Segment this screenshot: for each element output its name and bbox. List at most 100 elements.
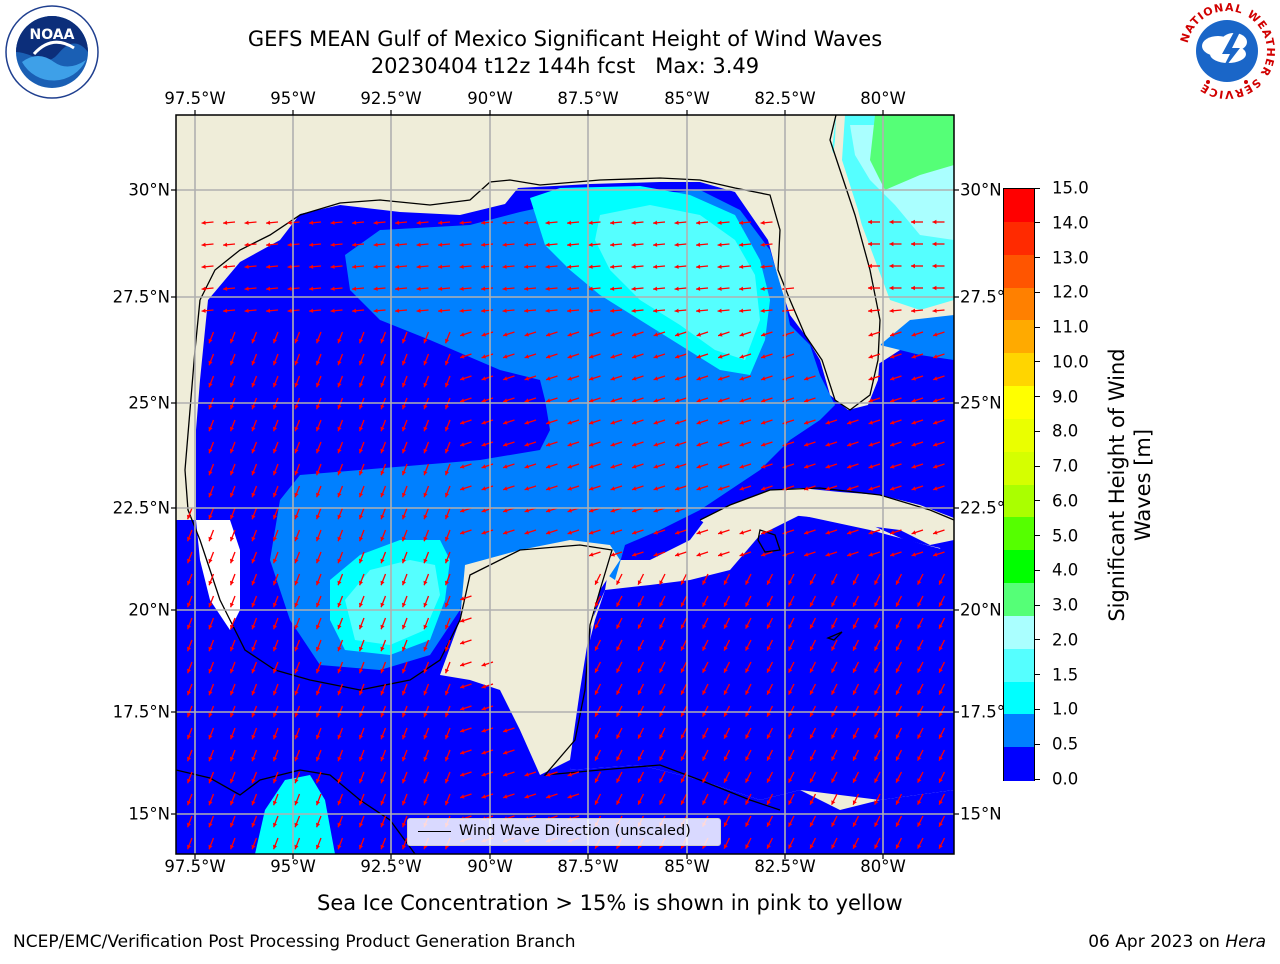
wave-direction-arrowhead: [294, 360, 299, 366]
wave-direction-arrow: [524, 529, 537, 535]
wave-direction-arrow: [674, 441, 687, 447]
wave-direction-arrowhead: [423, 624, 428, 630]
wave-direction-arrowhead: [718, 552, 723, 557]
wave-direction-arrowhead: [659, 800, 664, 805]
wave-direction-arrow: [186, 529, 193, 542]
wave-direction-arrow: [846, 551, 859, 557]
wave-direction-arrow: [330, 309, 343, 312]
wave-direction-arrowhead: [294, 778, 299, 784]
wave-direction-arrow: [208, 397, 215, 410]
colorbar-tick-label: 13.0: [1052, 248, 1089, 268]
wave-direction-arrow: [229, 529, 236, 542]
wave-direction-arrow: [309, 243, 322, 246]
wave-direction-arrowhead: [187, 536, 191, 542]
wave-direction-arrow: [373, 265, 386, 268]
wave-direction-arrow: [594, 683, 602, 695]
wave-direction-arrowhead: [402, 712, 406, 718]
wave-direction-arrow: [229, 639, 236, 652]
wave-direction-arrow: [702, 639, 709, 651]
wave-direction-arrowhead: [631, 308, 636, 313]
wave-direction-arrow: [444, 441, 451, 454]
wave-direction-arrowhead: [273, 338, 277, 344]
wave-direction-arrow: [208, 331, 215, 344]
wave-direction-arrow: [459, 727, 472, 733]
wave-direction-arrowhead: [208, 514, 213, 520]
wave-direction-arrow: [380, 749, 387, 762]
wave-direction-arrow: [272, 353, 279, 366]
wave-direction-arrow: [889, 309, 902, 312]
wave-direction-arrowhead: [588, 264, 593, 269]
lon-label-bottom: 92.5°W: [360, 857, 422, 876]
lon-label-bottom: 90°W: [467, 857, 513, 876]
wave-direction-arrowhead: [788, 646, 793, 651]
wave-direction-arrow: [917, 617, 924, 629]
wave-direction-arrowhead: [680, 646, 685, 651]
wave-direction-arrowhead: [316, 712, 320, 718]
wave-direction-arrow: [186, 507, 193, 520]
wave-direction-arrowhead: [653, 442, 658, 447]
wave-direction-arrowhead: [359, 492, 363, 498]
wave-direction-arrowhead: [702, 602, 707, 607]
wave-direction-arrow: [251, 837, 258, 850]
wave-direction-arrowhead: [809, 734, 814, 739]
wave-direction-arrow: [223, 287, 236, 290]
wave-direction-arrow: [358, 507, 365, 520]
wave-direction-arrow: [766, 705, 774, 717]
wave-direction-arrow: [932, 309, 945, 312]
wave-direction-arrowhead: [788, 844, 793, 849]
wave-direction-arrow: [337, 837, 344, 850]
wave-direction-arrow: [674, 353, 687, 359]
colorbar-cell: [1004, 583, 1034, 617]
wave-direction-arrowhead: [702, 646, 707, 651]
wave-direction-arrow: [337, 705, 344, 718]
wave-direction-arrowhead: [917, 778, 922, 783]
wave-direction-arrowhead: [244, 220, 249, 225]
wave-direction-arrow: [186, 683, 193, 696]
wave-direction-arrow: [395, 287, 408, 290]
wave-direction-arrow: [337, 749, 344, 762]
wave-direction-arrowhead: [852, 668, 857, 673]
wave-direction-arrowhead: [932, 308, 937, 313]
wave-direction-arrowhead: [459, 286, 464, 291]
wave-direction-arrowhead: [739, 486, 744, 491]
wave-direction-arrowhead: [287, 286, 292, 291]
colorbar-cell: [1004, 189, 1034, 223]
wave-direction-arrowhead: [402, 778, 406, 784]
wave-direction-arrowhead: [208, 558, 213, 564]
colorbar-tick-mark: [1034, 708, 1040, 710]
wave-direction-arrowhead: [632, 376, 637, 381]
wave-direction-arrowhead: [481, 684, 486, 689]
wave-direction-arrowhead: [251, 492, 256, 498]
wave-direction-arrowhead: [287, 308, 292, 313]
wave-direction-arrowhead: [831, 624, 836, 629]
wave-direction-arrow: [911, 375, 924, 381]
wave-direction-arrowhead: [889, 219, 894, 225]
wave-direction-arrow: [545, 793, 558, 799]
wave-direction-arrow: [674, 265, 687, 268]
wave-direction-arrowhead: [717, 308, 722, 313]
wave-direction-arrow: [760, 441, 773, 447]
wave-direction-arrowhead: [445, 778, 449, 784]
wave-direction-arrow: [696, 353, 709, 359]
wave-direction-arrowhead: [445, 536, 449, 542]
wave-direction-arrow: [938, 771, 946, 783]
wave-direction-arrowhead: [251, 822, 256, 828]
wave-direction-arrow: [459, 463, 472, 469]
wave-direction-arrow: [380, 397, 387, 410]
wave-direction-arrowhead: [402, 338, 406, 344]
wave-direction-arrow: [294, 507, 301, 520]
wave-direction-arrowhead: [718, 398, 723, 403]
wave-direction-arrowhead: [847, 530, 852, 535]
wave-direction-arrow: [616, 639, 623, 651]
wave-direction-arrow: [502, 463, 515, 469]
wave-direction-arrow: [330, 221, 343, 224]
wave-direction-arrow: [588, 485, 601, 491]
wave-direction-arrow: [272, 529, 279, 542]
wave-direction-arrow: [358, 771, 365, 784]
wave-direction-arrow: [745, 639, 752, 651]
wave-direction-arrow: [717, 243, 730, 246]
wave-direction-arrowhead: [852, 756, 857, 761]
wave-direction-arrowhead: [761, 420, 766, 425]
wave-direction-arrowhead: [852, 646, 857, 651]
wave-direction-arrowhead: [782, 398, 787, 403]
